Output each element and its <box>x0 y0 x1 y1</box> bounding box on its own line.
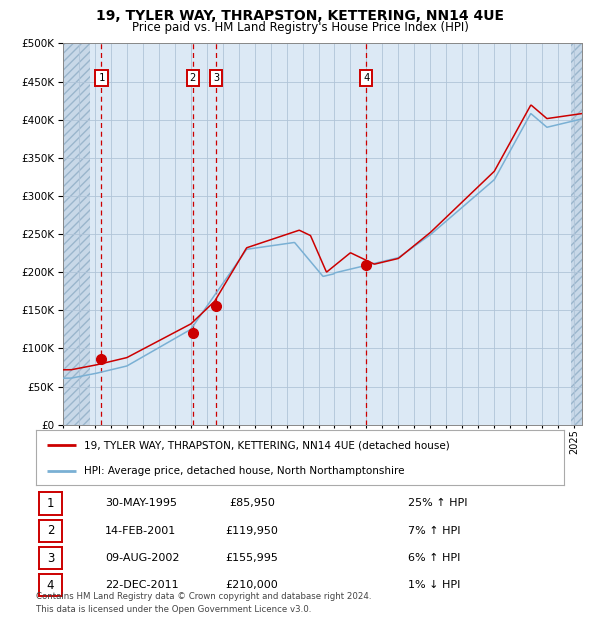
Text: 1: 1 <box>98 73 104 82</box>
Text: This data is licensed under the Open Government Licence v3.0.: This data is licensed under the Open Gov… <box>36 604 311 614</box>
Text: 3: 3 <box>47 552 54 564</box>
Text: 6% ↑ HPI: 6% ↑ HPI <box>408 553 460 563</box>
Text: 4: 4 <box>47 579 54 591</box>
Text: 2: 2 <box>47 525 54 537</box>
Text: 3: 3 <box>213 73 220 82</box>
Text: 09-AUG-2002: 09-AUG-2002 <box>105 553 179 563</box>
Text: HPI: Average price, detached house, North Northamptonshire: HPI: Average price, detached house, Nort… <box>83 466 404 476</box>
Text: 1% ↓ HPI: 1% ↓ HPI <box>408 580 460 590</box>
Bar <box>571 43 582 425</box>
Text: 1: 1 <box>47 497 54 510</box>
Text: 19, TYLER WAY, THRAPSTON, KETTERING, NN14 4UE (detached house): 19, TYLER WAY, THRAPSTON, KETTERING, NN1… <box>83 440 449 450</box>
Text: 25% ↑ HPI: 25% ↑ HPI <box>408 498 467 508</box>
Bar <box>63 43 90 425</box>
Text: 30-MAY-1995: 30-MAY-1995 <box>105 498 177 508</box>
Text: £85,950: £85,950 <box>229 498 275 508</box>
Text: 2: 2 <box>190 73 196 82</box>
Text: Contains HM Land Registry data © Crown copyright and database right 2024.: Contains HM Land Registry data © Crown c… <box>36 592 371 601</box>
Text: 7% ↑ HPI: 7% ↑ HPI <box>408 526 461 536</box>
Text: Price paid vs. HM Land Registry's House Price Index (HPI): Price paid vs. HM Land Registry's House … <box>131 21 469 34</box>
Text: 19, TYLER WAY, THRAPSTON, KETTERING, NN14 4UE: 19, TYLER WAY, THRAPSTON, KETTERING, NN1… <box>96 9 504 24</box>
Text: 4: 4 <box>363 73 369 82</box>
Text: 14-FEB-2001: 14-FEB-2001 <box>105 526 176 536</box>
Text: £119,950: £119,950 <box>226 526 278 536</box>
Text: £210,000: £210,000 <box>226 580 278 590</box>
Text: 22-DEC-2011: 22-DEC-2011 <box>105 580 179 590</box>
Text: £155,995: £155,995 <box>226 553 278 563</box>
